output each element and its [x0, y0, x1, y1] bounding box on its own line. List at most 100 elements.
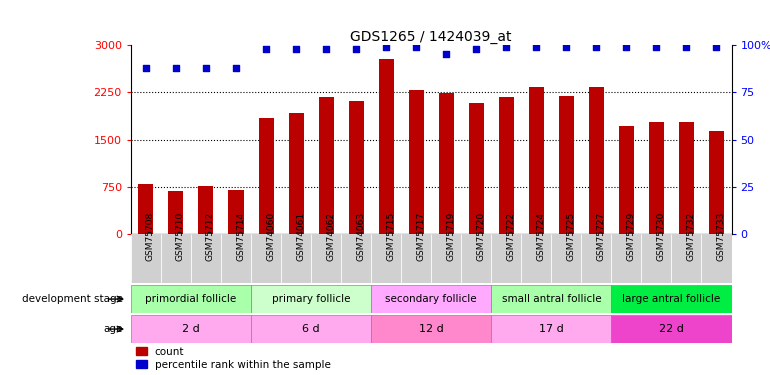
Bar — [679, 122, 694, 234]
Point — [260, 46, 273, 52]
FancyBboxPatch shape — [371, 285, 491, 313]
FancyBboxPatch shape — [521, 234, 551, 283]
Bar — [709, 131, 724, 234]
Text: large antral follicle: large antral follicle — [622, 294, 721, 304]
FancyBboxPatch shape — [191, 234, 221, 283]
Bar — [199, 186, 213, 234]
Text: 6 d: 6 d — [303, 324, 320, 334]
Point — [170, 65, 182, 71]
Text: primary follicle: primary follicle — [272, 294, 350, 304]
FancyBboxPatch shape — [311, 234, 341, 283]
Text: primordial follicle: primordial follicle — [146, 294, 236, 304]
Legend: count, percentile rank within the sample: count, percentile rank within the sample — [136, 346, 331, 370]
Text: GSM75708: GSM75708 — [146, 212, 155, 261]
Text: GSM75724: GSM75724 — [537, 212, 545, 261]
Point — [350, 46, 363, 52]
Point — [650, 44, 662, 50]
Text: 2 d: 2 d — [182, 324, 200, 334]
Text: GSM75725: GSM75725 — [567, 212, 575, 261]
Bar — [499, 97, 514, 234]
Text: GSM75727: GSM75727 — [596, 212, 605, 261]
Bar — [169, 192, 183, 234]
FancyBboxPatch shape — [491, 285, 611, 313]
FancyBboxPatch shape — [341, 234, 371, 283]
Point — [621, 44, 633, 50]
FancyBboxPatch shape — [461, 234, 491, 283]
FancyBboxPatch shape — [251, 285, 371, 313]
Text: GSM75733: GSM75733 — [717, 212, 725, 261]
Point — [140, 65, 152, 71]
Point — [380, 44, 393, 50]
Bar — [559, 96, 574, 234]
Point — [200, 65, 213, 71]
Point — [230, 65, 243, 71]
Point — [711, 44, 723, 50]
FancyBboxPatch shape — [251, 315, 371, 343]
Text: GSM75712: GSM75712 — [206, 212, 215, 261]
Bar — [289, 113, 303, 234]
FancyBboxPatch shape — [491, 234, 521, 283]
Text: age: age — [104, 324, 123, 334]
Bar — [439, 93, 454, 234]
Point — [410, 44, 422, 50]
Bar — [319, 97, 333, 234]
FancyBboxPatch shape — [371, 234, 401, 283]
FancyBboxPatch shape — [611, 315, 731, 343]
Text: GSM74062: GSM74062 — [326, 212, 335, 261]
Text: GSM74063: GSM74063 — [356, 212, 365, 261]
Point — [470, 46, 482, 52]
Bar — [259, 118, 273, 234]
FancyBboxPatch shape — [671, 234, 701, 283]
FancyBboxPatch shape — [221, 234, 251, 283]
Text: GSM75729: GSM75729 — [627, 212, 635, 261]
Bar — [619, 126, 634, 234]
FancyBboxPatch shape — [251, 234, 281, 283]
Point — [590, 44, 602, 50]
Bar — [469, 103, 484, 234]
Bar — [649, 122, 664, 234]
Text: GSM75714: GSM75714 — [236, 212, 245, 261]
FancyBboxPatch shape — [551, 234, 581, 283]
FancyBboxPatch shape — [131, 285, 251, 313]
Bar — [139, 184, 153, 234]
Text: GSM74061: GSM74061 — [296, 212, 305, 261]
Bar — [589, 87, 604, 234]
Point — [440, 51, 453, 57]
Text: GSM75710: GSM75710 — [176, 212, 185, 261]
Point — [681, 44, 693, 50]
Text: GSM75722: GSM75722 — [507, 212, 515, 261]
Bar — [229, 190, 243, 234]
Text: GSM75720: GSM75720 — [476, 212, 485, 261]
Text: GSM74060: GSM74060 — [266, 212, 275, 261]
Text: development stage: development stage — [22, 294, 123, 304]
Point — [531, 44, 543, 50]
Bar — [529, 87, 544, 234]
Text: GSM75730: GSM75730 — [656, 212, 665, 261]
FancyBboxPatch shape — [491, 315, 611, 343]
Text: secondary follicle: secondary follicle — [386, 294, 477, 304]
FancyBboxPatch shape — [371, 315, 491, 343]
Bar — [409, 90, 424, 234]
Bar — [379, 59, 393, 234]
Point — [290, 46, 303, 52]
FancyBboxPatch shape — [431, 234, 461, 283]
FancyBboxPatch shape — [611, 285, 731, 313]
Point — [500, 44, 513, 50]
Title: GDS1265 / 1424039_at: GDS1265 / 1424039_at — [350, 30, 512, 44]
Bar — [349, 100, 363, 234]
Text: 12 d: 12 d — [419, 324, 444, 334]
FancyBboxPatch shape — [611, 234, 641, 283]
Text: GSM75717: GSM75717 — [416, 212, 425, 261]
FancyBboxPatch shape — [701, 234, 732, 283]
FancyBboxPatch shape — [641, 234, 671, 283]
Text: 22 d: 22 d — [659, 324, 684, 334]
FancyBboxPatch shape — [401, 234, 431, 283]
Point — [320, 46, 333, 52]
Text: 17 d: 17 d — [539, 324, 564, 334]
FancyBboxPatch shape — [131, 234, 161, 283]
FancyBboxPatch shape — [581, 234, 611, 283]
FancyBboxPatch shape — [161, 234, 191, 283]
Point — [561, 44, 573, 50]
Text: GSM75732: GSM75732 — [687, 212, 695, 261]
FancyBboxPatch shape — [281, 234, 311, 283]
